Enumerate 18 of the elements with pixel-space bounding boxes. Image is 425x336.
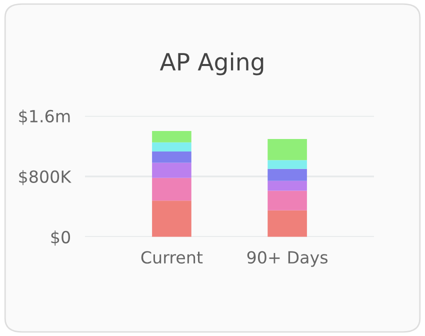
bar: [268, 180, 307, 191]
chart-title: AP Aging: [160, 52, 264, 76]
bar: [268, 138, 307, 160]
y-tick-label: $1.6m: [19, 110, 70, 125]
bar: [152, 178, 192, 201]
bar: [268, 160, 307, 169]
x-tick-label: 90+ Days: [247, 251, 328, 267]
bar: [268, 210, 307, 237]
bar: [268, 190, 307, 210]
y-tick-label: $0: [51, 230, 70, 246]
bar: [152, 200, 192, 237]
bar: [152, 142, 192, 152]
bar: [152, 131, 192, 142]
bar: [268, 168, 307, 181]
bar: [152, 162, 192, 178]
bar: [152, 151, 192, 163]
y-tick-label: $800K: [19, 170, 72, 186]
x-tick-label: Current: [141, 251, 203, 264]
